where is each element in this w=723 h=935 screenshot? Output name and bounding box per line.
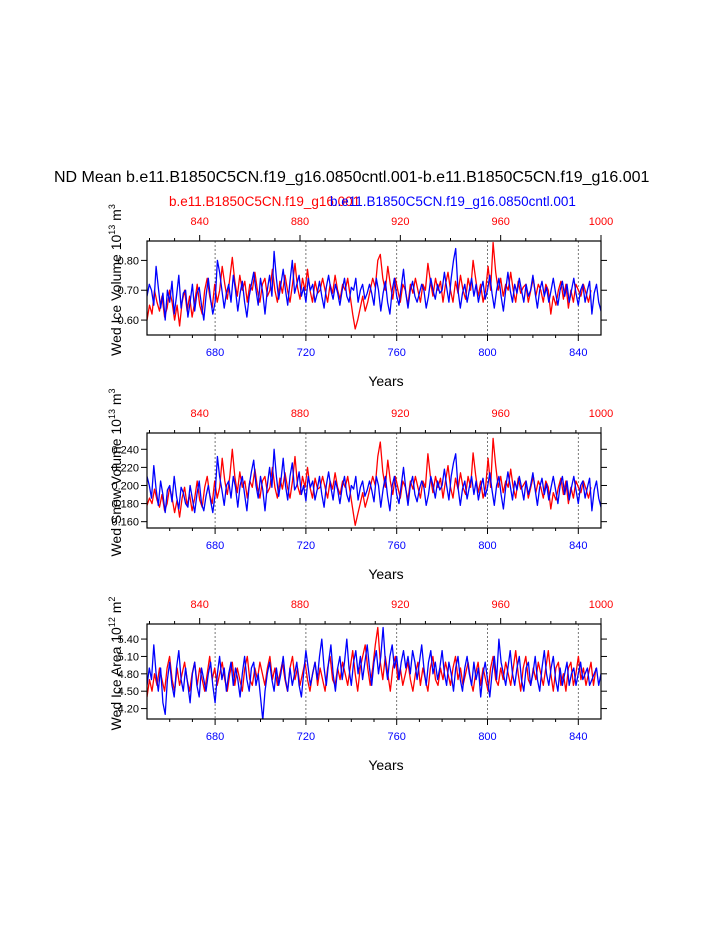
series-line-red	[147, 626, 597, 698]
y-axis-title: Wed Snow Volume 1013 m3	[107, 388, 124, 556]
x-tick-label-bottom: 760	[388, 347, 406, 359]
x-tick-label-top: 1000	[589, 599, 613, 611]
x-tick-label-top: 880	[291, 599, 309, 611]
x-axis-title: Years	[368, 757, 403, 773]
y-axis-title: Wed Ice Volume 1013 m3	[107, 204, 124, 356]
x-tick-label-top: 880	[291, 408, 309, 420]
y-tick-label: 0.160	[111, 517, 139, 529]
x-tick-label-top: 840	[190, 216, 208, 228]
y-tick-label: 0.240	[111, 444, 139, 456]
y-tick-label: 0.220	[111, 462, 139, 474]
x-axis-title: Years	[368, 373, 403, 389]
x-tick-label-bottom: 720	[297, 731, 315, 743]
x-tick-label-top: 920	[391, 408, 409, 420]
y-tick-label: 0.200	[111, 480, 139, 492]
y-tick-label: 4.20	[118, 704, 139, 716]
y-tick-label: 0.180	[111, 499, 139, 511]
x-tick-label-bottom: 800	[478, 540, 496, 552]
series-line-blue	[147, 448, 601, 514]
x-tick-label-top: 960	[491, 408, 509, 420]
x-tick-label-top: 920	[391, 216, 409, 228]
y-tick-label: 5.10	[118, 651, 139, 663]
chart-panel-3: 680 720 760 800 840 840 880 920 960 1000 4.20 4.50 4…	[107, 597, 613, 773]
y-tick-label: 4.80	[118, 669, 139, 681]
x-tick-label-bottom: 680	[206, 540, 224, 552]
x-tick-label-top: 840	[190, 599, 208, 611]
legend-blue-label: b.e11.B1850C5CN.f19_g16.0850cntl.001	[330, 194, 576, 209]
x-tick-label-bottom: 800	[478, 347, 496, 359]
x-tick-label-bottom: 680	[206, 347, 224, 359]
x-tick-label-top: 1000	[589, 216, 613, 228]
series-line-blue	[147, 247, 601, 321]
x-tick-label-bottom: 840	[569, 347, 587, 359]
x-tick-label-top: 960	[491, 599, 509, 611]
legend-red-label: b.e11.B1850C5CN.f19_g16.001	[169, 194, 360, 209]
y-tick-label: 0.70	[118, 285, 139, 297]
x-tick-label-top: 1000	[589, 408, 613, 420]
x-axis-title: Years	[368, 566, 403, 582]
y-axis-title: Wed Ice Area 1012 m2	[107, 597, 124, 731]
x-tick-label-top: 920	[391, 599, 409, 611]
x-tick-label-top: 880	[291, 216, 309, 228]
x-tick-label-bottom: 840	[569, 540, 587, 552]
y-tick-label: 0.60	[118, 315, 139, 327]
x-tick-label-top: 960	[491, 216, 509, 228]
x-tick-label-bottom: 800	[478, 731, 496, 743]
series-line-blue	[147, 626, 601, 719]
y-tick-label: 5.40	[118, 634, 139, 646]
figure-title: ND Mean b.e11.B1850C5CN.f19_g16.0850cntl…	[54, 169, 649, 186]
x-tick-label-top: 840	[190, 408, 208, 420]
chart-panel-1: 680 720 760 800 840 840 880 920 960 1000 0.60 0.70 0…	[107, 204, 613, 389]
panels: 680 720 760 800 840 840 880 920 960 1000 0.60 0.70 0…	[107, 204, 613, 773]
x-tick-label-bottom: 760	[388, 540, 406, 552]
x-tick-label-bottom: 720	[297, 540, 315, 552]
y-tick-label: 4.50	[118, 686, 139, 698]
x-tick-label-bottom: 840	[569, 731, 587, 743]
chart-panel-2: 680 720 760 800 840 840 880 920 960 1000 0.160 0.18…	[107, 388, 613, 582]
x-tick-label-bottom: 720	[297, 347, 315, 359]
x-tick-label-bottom: 760	[388, 731, 406, 743]
y-tick-label: 0.80	[118, 255, 139, 267]
x-tick-label-bottom: 680	[206, 731, 224, 743]
